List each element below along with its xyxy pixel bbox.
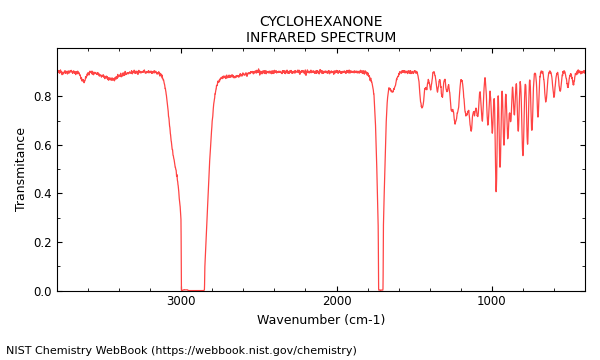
Y-axis label: Transmitance: Transmitance (15, 127, 28, 211)
X-axis label: Wavenumber (cm-1): Wavenumber (cm-1) (257, 314, 385, 327)
Title: CYCLOHEXANONE
INFRARED SPECTRUM: CYCLOHEXANONE INFRARED SPECTRUM (246, 15, 396, 45)
Text: NIST Chemistry WebBook (https://webbook.nist.gov/chemistry): NIST Chemistry WebBook (https://webbook.… (6, 346, 357, 356)
